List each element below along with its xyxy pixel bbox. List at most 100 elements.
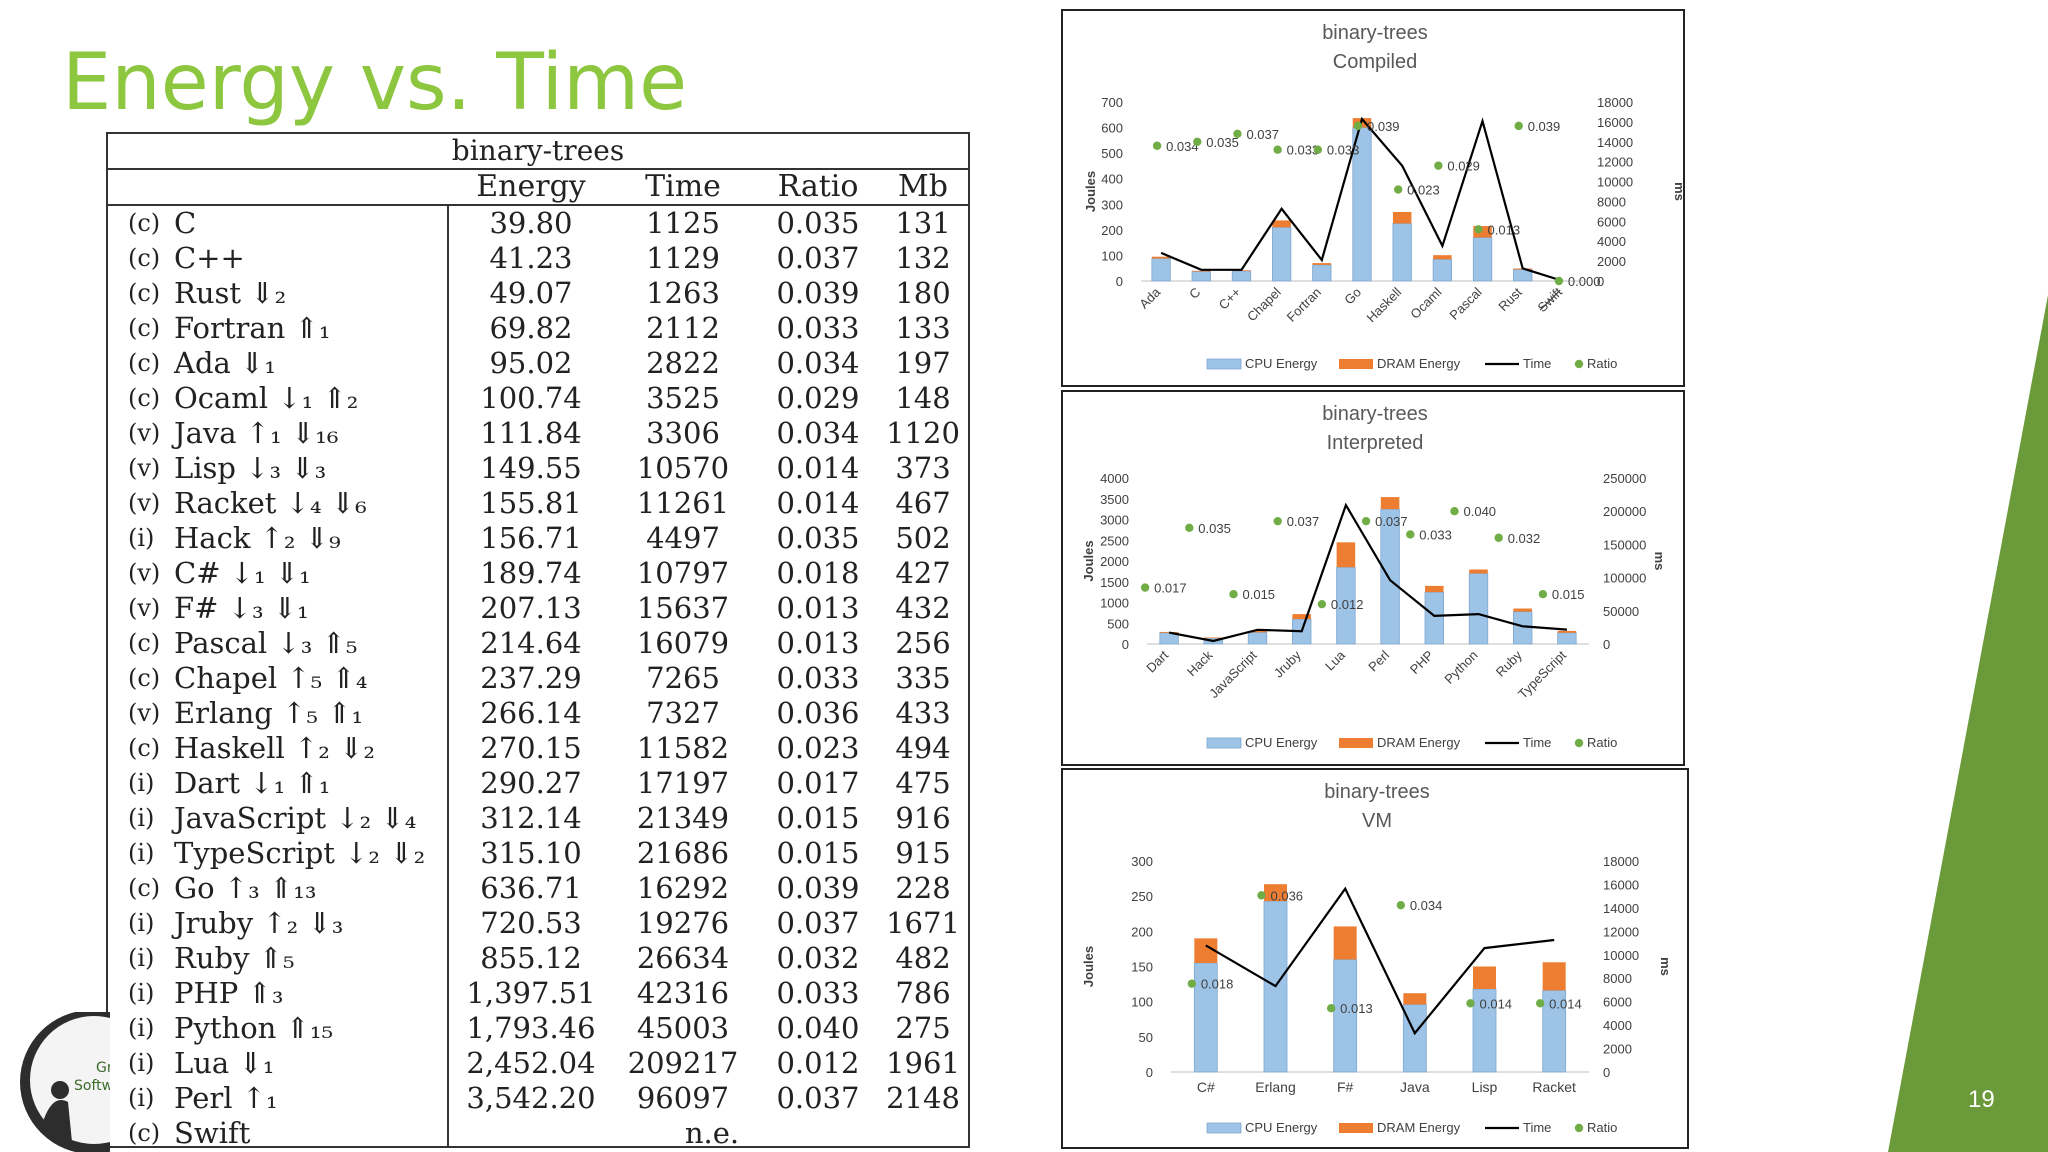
y-tick-label: 0: [1116, 274, 1123, 289]
y2-tick-label: 16000: [1603, 877, 1639, 892]
row-type: (c): [128, 209, 161, 237]
y-tick-label: 600: [1101, 121, 1123, 136]
row-mb: 2148: [886, 1081, 960, 1115]
cpu-energy-bar: [1151, 258, 1171, 282]
row-ratio: 0.029: [776, 381, 860, 415]
row-time: 1129: [646, 241, 720, 275]
y2-tick-label: 6000: [1597, 214, 1626, 229]
legend-cpu-swatch: [1206, 737, 1242, 749]
legend-cpu-label: CPU Energy: [1245, 735, 1318, 750]
row-ratio: 0.039: [776, 871, 860, 905]
row-language: Lua ⇓₁: [174, 1046, 275, 1080]
x-tick-label: Fortran: [1284, 285, 1324, 325]
row-language: C# ↓₁ ⇓₁: [174, 556, 311, 590]
row-energy: 855.12: [480, 941, 582, 975]
y2-tick-label: 200000: [1603, 504, 1646, 519]
legend-cpu-swatch: [1206, 358, 1242, 370]
y2-tick-label: 4000: [1603, 1018, 1632, 1033]
y-tick-label: 4000: [1100, 471, 1129, 486]
row-ratio: 0.037: [776, 241, 860, 275]
y2-tick-label: 12000: [1603, 924, 1639, 939]
y2-axis-label: ms: [1672, 182, 1687, 201]
ratio-point: [1140, 583, 1150, 592]
logo-icon: Gr Softw: [20, 1012, 110, 1152]
x-tick-label: PHP: [1407, 648, 1437, 678]
row-time: 42316: [636, 976, 730, 1010]
y-tick-label: 0: [1122, 637, 1129, 652]
row-type: (c): [128, 279, 161, 307]
x-tick-label: C: [1186, 285, 1203, 302]
x-tick-label: Ruby: [1493, 647, 1525, 679]
row-energy: 237.29: [480, 661, 582, 695]
row-ratio: 0.015: [776, 801, 860, 835]
row-language: Python ⇑₁₅: [174, 1011, 334, 1045]
row-energy: 270.15: [480, 731, 582, 765]
y2-tick-label: 0: [1603, 637, 1610, 652]
ratio-data-label: 0.029: [1447, 159, 1480, 174]
ratio-point: [1187, 979, 1197, 988]
legend-time-label: Time: [1523, 356, 1551, 371]
row-time: 16292: [636, 871, 730, 905]
row-mb: 475: [895, 766, 951, 800]
legend-ratio-swatch: [1574, 1123, 1584, 1133]
y-tick-label: 200: [1131, 924, 1153, 939]
row-language: C: [174, 206, 197, 240]
row-ratio: 0.018: [776, 556, 860, 590]
cpu-energy-bar: [1557, 632, 1577, 645]
y-tick-label: 150: [1131, 960, 1153, 975]
ratio-data-label: 0.037: [1246, 127, 1279, 142]
row-mb: 133: [895, 311, 951, 345]
cpu-energy-bar: [1191, 271, 1211, 282]
row-type: (i): [128, 804, 155, 832]
row-type: (c): [128, 664, 161, 692]
y-axis-label: Joules: [1083, 171, 1098, 212]
table-row: (c) C++ 41.23 1129 0.037 132: [108, 241, 968, 276]
dram-energy-bar: [1473, 966, 1496, 990]
row-type: (c): [128, 244, 161, 272]
y-tick-label: 50: [1139, 1030, 1153, 1045]
row-language: F# ↓₃ ⇓₁: [174, 591, 309, 625]
table-row: (i) Hack ↑₂ ⇓₉ 156.71 4497 0.035 502: [108, 521, 968, 556]
row-language: Jruby ↑₂ ⇓₃: [174, 906, 344, 940]
row-language: TypeScript ↓₂ ⇓₂: [174, 836, 426, 870]
row-ratio: 0.013: [776, 591, 860, 625]
row-mb: 1671: [886, 906, 960, 940]
ratio-data-label: 0.035: [1198, 521, 1231, 536]
x-tick-label: JavaScript: [1206, 647, 1260, 701]
row-mb: 131: [895, 206, 951, 240]
legend-cpu-swatch: [1206, 1122, 1242, 1134]
dram-energy-bar: [1392, 211, 1412, 224]
x-tick-label: Lua: [1322, 647, 1348, 673]
ratio-point: [1353, 121, 1363, 131]
row-time: 26634: [636, 941, 730, 975]
legend-time-label: Time: [1523, 735, 1551, 750]
row-ratio: 0.017: [776, 766, 860, 800]
y2-tick-label: 6000: [1603, 995, 1632, 1010]
dram-energy-bar: [1264, 884, 1287, 902]
y-tick-label: 2000: [1100, 554, 1129, 569]
table-row: (v) C# ↓₁ ⇓₁ 189.74 10797 0.018 427: [108, 556, 968, 591]
dram-energy-bar: [1312, 263, 1332, 265]
ratio-point: [1193, 137, 1202, 146]
row-time: 7265: [646, 661, 720, 695]
row-language: Swift: [174, 1116, 251, 1150]
row-mb: 148: [895, 381, 951, 415]
row-type: (i): [128, 944, 155, 972]
row-language: Ada ⇓₁: [174, 346, 276, 380]
row-language: Racket ↓₄ ⇓₆: [174, 486, 367, 520]
chart-title: binary-trees: [1322, 22, 1428, 44]
cpu-energy-bar: [1424, 591, 1444, 645]
row-ratio: 0.034: [776, 346, 860, 380]
table-row: (c) Chapel ↑₅ ⇑₄ 237.29 7265 0.033 335: [108, 661, 968, 696]
row-type: (c): [128, 314, 161, 342]
row-ratio: 0.012: [776, 1046, 860, 1080]
dram-energy-bar: [1473, 226, 1492, 238]
ratio-data-label: 0.034: [1410, 898, 1443, 913]
y2-tick-label: 50000: [1603, 604, 1639, 619]
ratio-data-label: 0.033: [1419, 527, 1452, 542]
ratio-data-label: 0.014: [1549, 996, 1582, 1011]
row-mb: 433: [895, 696, 951, 730]
row-energy: 720.53: [480, 906, 582, 940]
ratio-point: [1434, 161, 1443, 170]
dram-energy-bar: [1248, 631, 1267, 633]
